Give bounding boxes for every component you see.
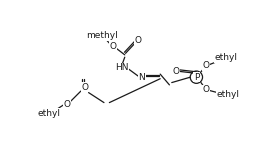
Text: O: O (203, 61, 210, 70)
Text: O: O (110, 42, 117, 51)
Text: P: P (194, 73, 199, 82)
Text: O: O (81, 83, 88, 92)
Text: ethyl: ethyl (214, 53, 237, 62)
Text: O: O (172, 67, 179, 75)
Text: ethyl: ethyl (37, 109, 60, 118)
Text: methyl: methyl (86, 31, 118, 40)
Text: HN: HN (115, 64, 128, 72)
Text: O: O (134, 36, 141, 45)
Text: O: O (203, 85, 210, 94)
Text: N: N (138, 73, 145, 82)
Text: O: O (64, 100, 70, 109)
Text: ethyl: ethyl (217, 90, 239, 99)
